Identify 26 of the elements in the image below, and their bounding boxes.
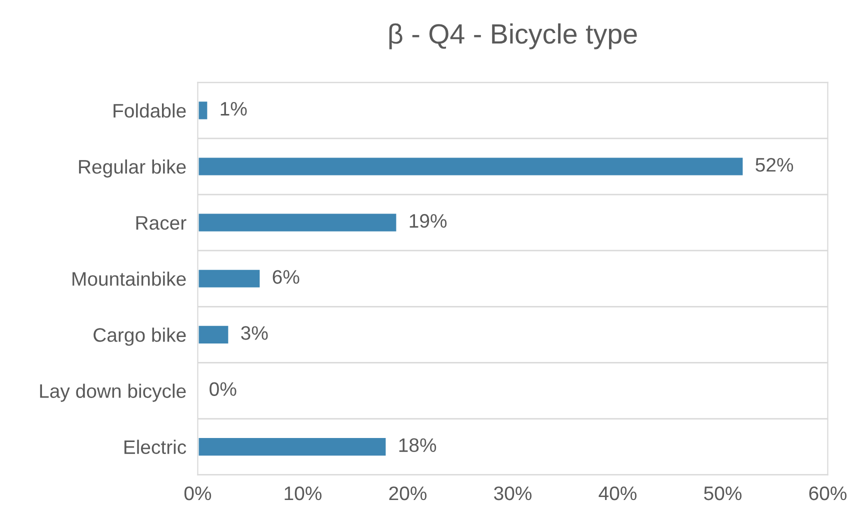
data-label: 52% bbox=[756, 158, 794, 172]
chart-title: β - Q4 - Bicycle type bbox=[389, 23, 637, 50]
y-tick-label: Cargo bike bbox=[94, 328, 186, 346]
data-label: 18% bbox=[399, 438, 436, 452]
bar bbox=[198, 100, 210, 122]
x-tick-label: 0% bbox=[184, 486, 212, 500]
y-tick-label: Regular bike bbox=[79, 159, 186, 178]
bar bbox=[198, 268, 262, 290]
data-label: 19% bbox=[410, 214, 447, 228]
x-tick-label: 50% bbox=[704, 486, 742, 500]
y-tick-label: Lay down bicycle bbox=[40, 384, 186, 402]
data-label: 3% bbox=[241, 326, 268, 340]
data-label: 6% bbox=[272, 270, 300, 284]
data-label: 1% bbox=[220, 102, 247, 116]
bar bbox=[198, 156, 745, 178]
x-tick-label: 60% bbox=[809, 486, 847, 500]
y-tick-label: Mountainbike bbox=[72, 272, 186, 286]
x-tick-label: 10% bbox=[284, 486, 322, 500]
bar bbox=[198, 212, 398, 234]
y-tick-label: Racer bbox=[136, 216, 186, 230]
y-tick-label: Foldable bbox=[114, 103, 186, 118]
data-label: 0% bbox=[210, 382, 236, 396]
x-tick-label: 20% bbox=[389, 486, 427, 500]
x-tick-label: 30% bbox=[494, 486, 532, 500]
x-tick-label: 40% bbox=[598, 486, 637, 500]
y-tick-label: Electric bbox=[124, 440, 186, 454]
